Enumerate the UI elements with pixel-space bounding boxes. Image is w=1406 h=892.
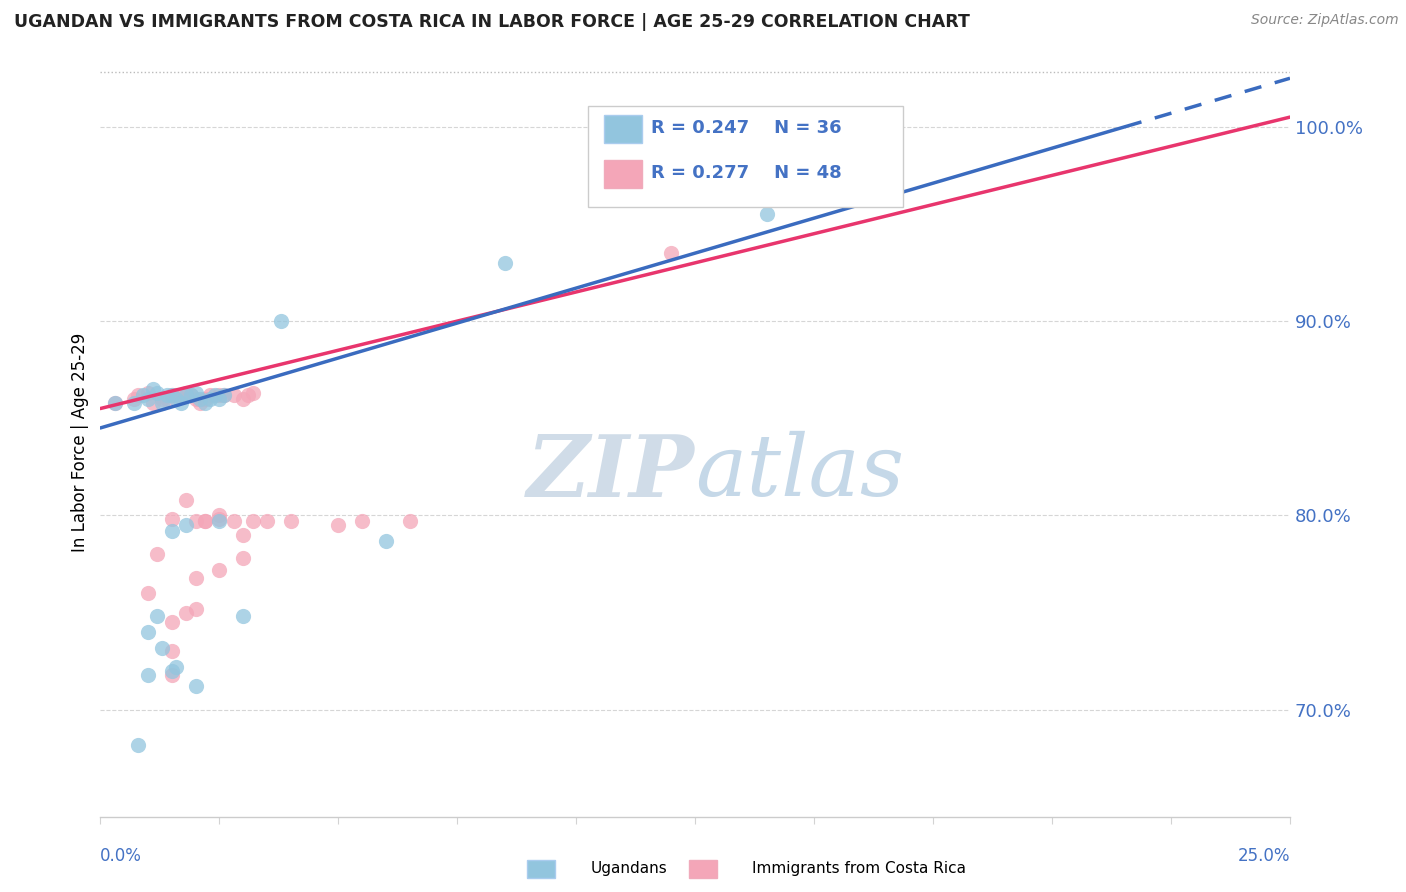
- Point: [136, 386, 159, 401]
- Text: 25.0%: 25.0%: [1237, 847, 1291, 865]
- Point: [150, 392, 173, 406]
- Point: [150, 395, 173, 409]
- Point: [122, 395, 145, 409]
- Point: [160, 512, 183, 526]
- Point: [146, 386, 169, 401]
- Point: [208, 514, 231, 528]
- Point: [194, 395, 217, 409]
- Point: [180, 388, 202, 402]
- Point: [160, 388, 183, 402]
- Point: [170, 388, 193, 402]
- Point: [180, 388, 202, 402]
- Point: [236, 388, 259, 402]
- Point: [194, 514, 217, 528]
- Point: [166, 392, 188, 406]
- Point: [184, 679, 207, 693]
- Point: [142, 395, 165, 409]
- FancyBboxPatch shape: [603, 115, 641, 144]
- Point: [494, 256, 516, 270]
- Point: [242, 386, 264, 401]
- Point: [184, 514, 207, 528]
- Point: [352, 514, 374, 528]
- Y-axis label: In Labor Force | Age 25-29: In Labor Force | Age 25-29: [72, 333, 89, 552]
- Point: [104, 395, 127, 409]
- Point: [142, 382, 165, 396]
- Point: [232, 528, 254, 542]
- Point: [156, 392, 179, 406]
- Point: [212, 388, 235, 402]
- Point: [160, 664, 183, 678]
- Point: [212, 388, 235, 402]
- Point: [661, 246, 683, 260]
- Point: [160, 644, 183, 658]
- Point: [127, 388, 149, 402]
- Point: [280, 514, 302, 528]
- Point: [146, 609, 169, 624]
- Point: [184, 570, 207, 584]
- Text: atlas: atlas: [695, 431, 904, 514]
- Text: Ugandans: Ugandans: [591, 862, 668, 876]
- Point: [174, 606, 197, 620]
- Point: [184, 392, 207, 406]
- Point: [256, 514, 278, 528]
- Point: [174, 518, 197, 533]
- Point: [208, 512, 231, 526]
- Point: [242, 514, 264, 528]
- Text: R = 0.277    N = 48: R = 0.277 N = 48: [651, 164, 842, 182]
- Point: [174, 386, 197, 401]
- Point: [208, 508, 231, 523]
- Text: Source: ZipAtlas.com: Source: ZipAtlas.com: [1251, 13, 1399, 28]
- Point: [398, 514, 420, 528]
- Point: [222, 388, 245, 402]
- Text: R = 0.247    N = 36: R = 0.247 N = 36: [651, 120, 842, 137]
- Point: [208, 563, 231, 577]
- Point: [198, 388, 221, 402]
- FancyBboxPatch shape: [603, 160, 641, 188]
- Point: [208, 388, 231, 402]
- Point: [204, 388, 226, 402]
- Point: [232, 392, 254, 406]
- Point: [755, 207, 778, 221]
- Point: [160, 388, 183, 402]
- Point: [174, 388, 197, 402]
- Point: [166, 660, 188, 674]
- Point: [170, 395, 193, 409]
- Point: [328, 518, 350, 533]
- Point: [188, 395, 211, 409]
- Point: [127, 738, 149, 752]
- Point: [222, 514, 245, 528]
- Point: [166, 388, 188, 402]
- Point: [198, 392, 221, 406]
- Point: [104, 395, 127, 409]
- Point: [156, 388, 179, 402]
- Point: [194, 514, 217, 528]
- Point: [160, 667, 183, 681]
- Point: [136, 586, 159, 600]
- Point: [122, 392, 145, 406]
- Point: [136, 392, 159, 406]
- Point: [136, 624, 159, 639]
- Point: [184, 601, 207, 615]
- FancyBboxPatch shape: [588, 106, 904, 207]
- Point: [146, 547, 169, 561]
- Point: [270, 314, 292, 328]
- Point: [374, 533, 396, 548]
- Point: [150, 640, 173, 655]
- Text: Immigrants from Costa Rica: Immigrants from Costa Rica: [752, 862, 966, 876]
- Text: ZIP: ZIP: [527, 431, 695, 514]
- Point: [194, 392, 217, 406]
- Point: [136, 667, 159, 681]
- Point: [208, 392, 231, 406]
- Point: [184, 386, 207, 401]
- Text: UGANDAN VS IMMIGRANTS FROM COSTA RICA IN LABOR FORCE | AGE 25-29 CORRELATION CHA: UGANDAN VS IMMIGRANTS FROM COSTA RICA IN…: [14, 13, 970, 31]
- Point: [232, 551, 254, 566]
- Point: [160, 615, 183, 630]
- Text: 0.0%: 0.0%: [100, 847, 142, 865]
- Point: [188, 392, 211, 406]
- Point: [174, 492, 197, 507]
- Point: [132, 388, 155, 402]
- Point: [160, 524, 183, 538]
- Point: [232, 609, 254, 624]
